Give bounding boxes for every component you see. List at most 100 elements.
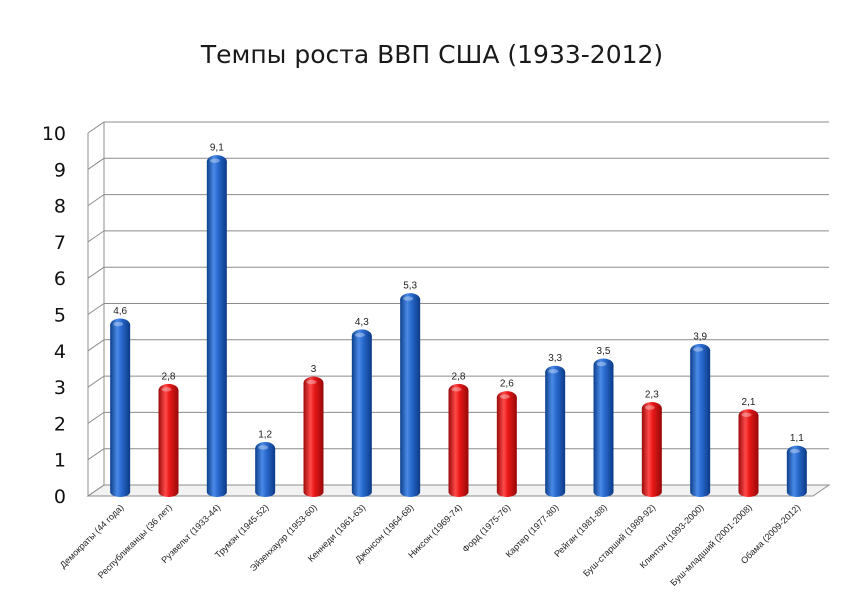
data-label: 9,1 [210, 143, 224, 154]
gridline-side [87, 339, 105, 352]
data-label: 2,1 [742, 397, 756, 408]
y-tick-label: 5 [54, 305, 66, 327]
gridline-side [87, 194, 105, 207]
bar-highlight [209, 158, 220, 163]
bar [158, 383, 179, 497]
bar [690, 343, 711, 497]
bar-body [158, 390, 179, 497]
bar-highlight [789, 448, 800, 454]
data-label: 5,3 [403, 281, 417, 292]
bar-body [690, 350, 711, 497]
bar-body [255, 448, 276, 497]
bar-cap [448, 383, 469, 397]
bar [593, 358, 614, 497]
bar-body [110, 325, 131, 497]
bar [496, 391, 517, 497]
y-tick-label: 10 [42, 123, 66, 145]
bar [448, 383, 469, 497]
y-tick-label: 7 [54, 232, 66, 254]
bar [206, 155, 227, 498]
bar-cap [110, 318, 131, 332]
data-label: 3,9 [693, 331, 707, 342]
bars [110, 155, 807, 498]
bar-cap [738, 409, 759, 423]
y-tick-label: 2 [54, 413, 66, 435]
data-label: 3,3 [548, 353, 562, 364]
data-label: 3,5 [597, 346, 611, 357]
x-tick-label: Буш-младший (2001-2008) [668, 502, 754, 588]
bar-body [738, 415, 759, 497]
bar-highlight [306, 379, 317, 385]
gridline-side [87, 230, 105, 243]
chart-title: Темпы роста ВВП США (1933-2012) [200, 40, 664, 69]
bar [255, 441, 276, 497]
data-label: 4,3 [355, 317, 369, 328]
bar-body [448, 390, 469, 497]
bar-cap [400, 293, 421, 307]
data-labels: 4,6 2,8 9,1 1,2 3 4,3 5,3 2,8 2,6 3,3 3,5 2,3 3,9 2,1… [113, 143, 804, 444]
bar-body [496, 397, 517, 497]
y-tick-label: 9 [54, 159, 66, 181]
bar [110, 318, 131, 497]
data-label: 3 [311, 364, 317, 375]
x-tick-label: Никсон (1969-74) [406, 502, 464, 560]
bar-highlight [354, 332, 365, 338]
data-label: 4,6 [113, 306, 127, 317]
gridline-side [87, 484, 105, 497]
bar-cap [496, 391, 517, 405]
gridline-side [87, 411, 105, 424]
bar-highlight [403, 296, 414, 301]
gridline-side [87, 375, 105, 388]
gridline-side [87, 266, 105, 279]
bar-cap [255, 441, 276, 455]
bar-body [400, 299, 421, 497]
bar-highlight [451, 387, 462, 392]
bar-cap [158, 383, 179, 397]
bar-cap [690, 343, 711, 357]
x-axis: Демократы (44 года)Республиканцы (36 лет… [58, 502, 802, 588]
data-label: 2,6 [500, 379, 514, 390]
y-tick-label: 3 [54, 377, 66, 399]
bar-cap [351, 329, 372, 343]
bar-highlight [644, 405, 655, 410]
data-label: 1,1 [790, 433, 804, 444]
gridline-side [87, 121, 105, 134]
bar-body [593, 364, 614, 497]
bar-cap [303, 376, 324, 390]
bar-cap [545, 365, 566, 379]
bar [738, 409, 759, 497]
y-tick-label: 0 [54, 486, 66, 508]
bar-highlight [548, 369, 559, 374]
bar-body [206, 161, 227, 498]
data-label: 2,3 [645, 390, 659, 401]
bar [303, 376, 324, 497]
bar-cap [206, 155, 227, 169]
bar-highlight [596, 361, 607, 367]
bar [641, 402, 662, 497]
bar [545, 365, 566, 497]
bar-body [303, 383, 324, 497]
bar-body [545, 372, 566, 497]
bar-highlight [741, 412, 752, 417]
bar-highlight [258, 445, 269, 450]
data-label: 1,2 [258, 429, 272, 440]
bar-cap [593, 358, 614, 372]
bar-highlight [693, 347, 704, 352]
x-tick-label: Рейган (1981-88) [552, 502, 609, 559]
bar-highlight [113, 321, 124, 327]
y-tick-label: 6 [54, 268, 66, 290]
bar [400, 293, 421, 497]
bar-cap [786, 445, 807, 459]
gridline-side [87, 448, 105, 461]
y-axis: 0 1 2 3 4 5 6 7 8 9 10 [42, 123, 66, 508]
bar-highlight [499, 394, 510, 399]
y-tick-label: 1 [54, 450, 66, 472]
bar-body [786, 452, 807, 497]
x-tick-label: Форд (1975-76) [460, 502, 512, 554]
gridline-side [87, 157, 105, 170]
bar-body [351, 335, 372, 497]
data-label: 2,8 [162, 371, 176, 382]
bar [351, 329, 372, 497]
gridline-side [87, 303, 105, 315]
y-tick-label: 4 [54, 341, 66, 363]
